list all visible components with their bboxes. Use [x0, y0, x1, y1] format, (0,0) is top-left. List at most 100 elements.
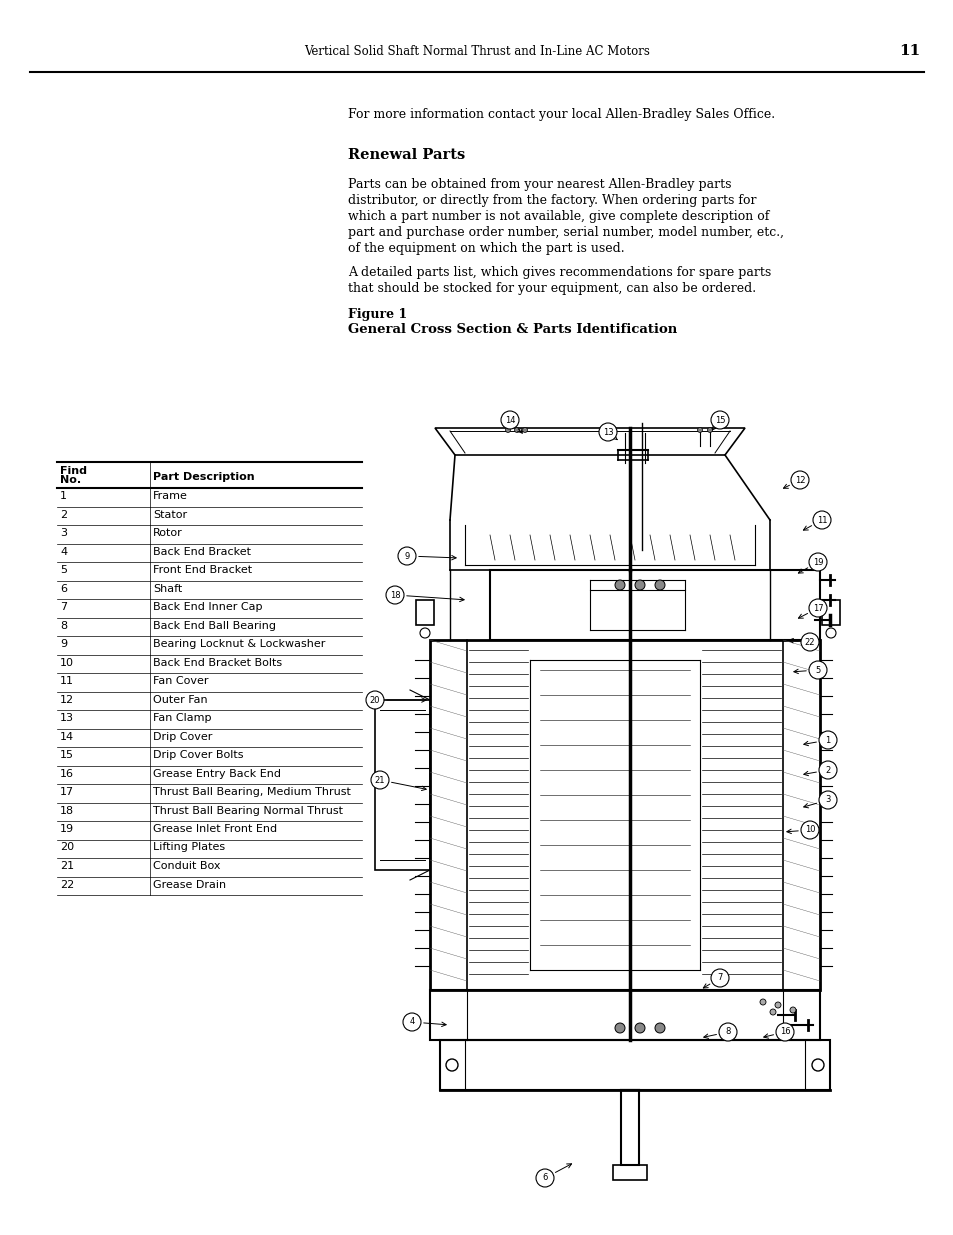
Text: Drip Cover Bolts: Drip Cover Bolts — [152, 750, 243, 760]
Text: 8: 8 — [724, 1028, 730, 1036]
Text: 4: 4 — [60, 547, 67, 557]
Circle shape — [818, 790, 836, 809]
Text: 14: 14 — [60, 731, 74, 741]
Circle shape — [505, 427, 510, 432]
Circle shape — [635, 580, 644, 590]
Text: 21: 21 — [375, 776, 385, 784]
Text: 18: 18 — [389, 590, 400, 599]
Circle shape — [615, 580, 624, 590]
Text: For more information contact your local Allen-Bradley Sales Office.: For more information contact your local … — [348, 107, 774, 121]
Circle shape — [386, 585, 403, 604]
Text: Shaft: Shaft — [152, 583, 182, 594]
Circle shape — [366, 692, 384, 709]
Circle shape — [697, 427, 701, 432]
Text: 16: 16 — [779, 1028, 789, 1036]
Text: 17: 17 — [60, 787, 74, 797]
Text: part and purchase order number, serial number, model number, etc.,: part and purchase order number, serial n… — [348, 226, 783, 240]
Text: 2: 2 — [60, 510, 67, 520]
Text: 3: 3 — [824, 795, 830, 804]
Text: 12: 12 — [60, 694, 74, 704]
Text: 6: 6 — [60, 583, 67, 594]
Bar — [821, 600, 840, 625]
Text: 12: 12 — [794, 475, 804, 484]
Text: Lifting Plates: Lifting Plates — [152, 842, 225, 852]
Text: 13: 13 — [602, 427, 613, 436]
Bar — [439, 1040, 829, 1091]
Text: Grease Inlet Front End: Grease Inlet Front End — [152, 824, 276, 834]
Circle shape — [808, 599, 826, 618]
Text: 11: 11 — [816, 515, 826, 525]
Circle shape — [719, 1023, 737, 1041]
Text: 18: 18 — [60, 805, 74, 815]
Text: 3: 3 — [60, 529, 67, 538]
Text: Fan Cover: Fan Cover — [152, 676, 209, 685]
Bar — [430, 990, 820, 1040]
Circle shape — [769, 1009, 775, 1015]
Text: Bearing Locknut & Lockwasher: Bearing Locknut & Lockwasher — [152, 638, 325, 650]
Bar — [490, 571, 820, 640]
Text: Figure 1: Figure 1 — [348, 308, 407, 321]
Text: Thrust Ball Bearing Normal Thrust: Thrust Ball Bearing Normal Thrust — [152, 805, 343, 815]
Circle shape — [812, 511, 830, 529]
Circle shape — [818, 761, 836, 779]
Text: Vertical Solid Shaft Normal Thrust and In-Line AC Motors: Vertical Solid Shaft Normal Thrust and I… — [304, 44, 649, 58]
Text: 10: 10 — [804, 825, 815, 835]
Text: A detailed parts list, which gives recommendations for spare parts: A detailed parts list, which gives recom… — [348, 266, 770, 279]
Text: Back End Bracket: Back End Bracket — [152, 547, 251, 557]
Circle shape — [402, 1013, 420, 1031]
Circle shape — [522, 427, 527, 432]
Text: 9: 9 — [404, 552, 409, 561]
Text: Thrust Ball Bearing, Medium Thrust: Thrust Ball Bearing, Medium Thrust — [152, 787, 351, 797]
Circle shape — [760, 999, 765, 1005]
Text: 16: 16 — [60, 768, 74, 778]
Text: 20: 20 — [370, 695, 380, 704]
Text: Back End Bracket Bolts: Back End Bracket Bolts — [152, 657, 282, 667]
Text: 5: 5 — [60, 564, 67, 576]
Text: No.: No. — [60, 475, 81, 485]
Circle shape — [598, 424, 617, 441]
Text: of the equipment on which the part is used.: of the equipment on which the part is us… — [348, 242, 624, 254]
Circle shape — [514, 427, 519, 432]
Text: 7: 7 — [717, 973, 722, 983]
Text: Conduit Box: Conduit Box — [152, 861, 220, 871]
Text: 19: 19 — [60, 824, 74, 834]
Text: Front End Bracket: Front End Bracket — [152, 564, 252, 576]
Text: 17: 17 — [812, 604, 822, 613]
Circle shape — [371, 771, 389, 789]
Text: 15: 15 — [60, 750, 74, 760]
Circle shape — [790, 471, 808, 489]
Text: which a part number is not available, give complete description of: which a part number is not available, gi… — [348, 210, 768, 224]
Text: Drip Cover: Drip Cover — [152, 731, 213, 741]
Text: that should be stocked for your equipment, can also be ordered.: that should be stocked for your equipmen… — [348, 282, 756, 295]
Text: 22: 22 — [804, 637, 815, 646]
Text: 11: 11 — [898, 44, 919, 58]
Circle shape — [774, 1002, 781, 1008]
Text: Grease Entry Back End: Grease Entry Back End — [152, 768, 281, 778]
Circle shape — [500, 411, 518, 429]
Bar — [430, 640, 820, 990]
Text: 22: 22 — [60, 879, 74, 889]
Circle shape — [615, 1023, 624, 1032]
Text: 2: 2 — [824, 766, 830, 774]
Text: 6: 6 — [541, 1173, 547, 1182]
Text: Grease Drain: Grease Drain — [152, 879, 226, 889]
Bar — [620, 1091, 639, 1165]
Circle shape — [818, 731, 836, 748]
Text: Outer Fan: Outer Fan — [152, 694, 208, 704]
Text: 1: 1 — [824, 736, 830, 745]
Text: Rotor: Rotor — [152, 529, 183, 538]
Text: General Cross Section & Parts Identification: General Cross Section & Parts Identifica… — [348, 324, 677, 336]
Text: 5: 5 — [815, 666, 820, 674]
Text: 21: 21 — [60, 861, 74, 871]
Text: Renewal Parts: Renewal Parts — [348, 148, 465, 162]
Circle shape — [775, 1023, 793, 1041]
Bar — [613, 1165, 646, 1179]
Text: distributor, or directly from the factory. When ordering parts for: distributor, or directly from the factor… — [348, 194, 756, 207]
Text: 11: 11 — [60, 676, 74, 685]
Text: Frame: Frame — [152, 492, 188, 501]
Text: 14: 14 — [504, 415, 515, 425]
Text: 9: 9 — [60, 638, 67, 650]
Circle shape — [655, 1023, 664, 1032]
Text: 1: 1 — [60, 492, 67, 501]
Circle shape — [801, 634, 818, 651]
